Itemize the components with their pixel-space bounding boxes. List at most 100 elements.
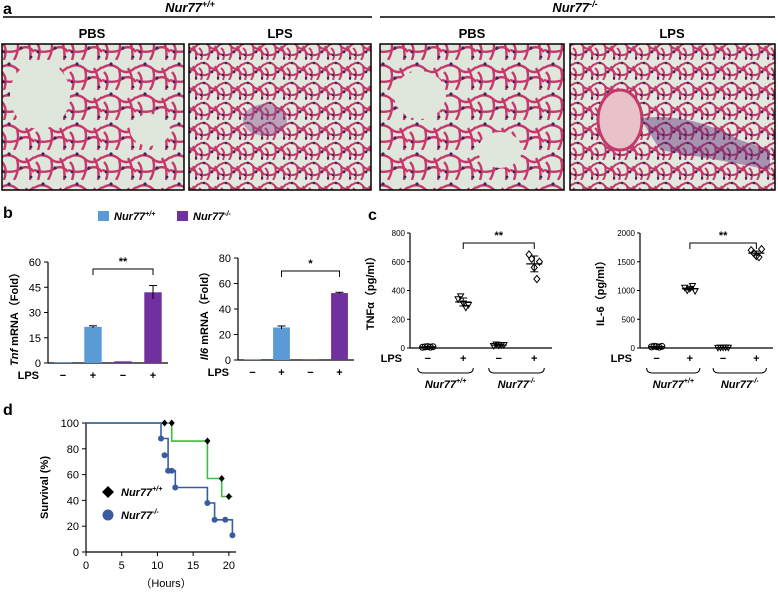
lps-sign: − <box>720 353 726 365</box>
legend-marker <box>102 486 114 498</box>
y-tick-label: 60 <box>219 279 231 291</box>
data-point <box>757 244 766 254</box>
group-bracket <box>488 367 545 374</box>
censor-marker <box>161 419 168 427</box>
legend-label-ko: Nur77-/- <box>193 211 231 223</box>
legend-marker <box>102 509 114 521</box>
lps-sign: + <box>753 353 759 365</box>
histology-image-wt-lps <box>188 43 372 191</box>
histology-image-wt-pbs <box>1 43 185 191</box>
x-tick-label: 0 <box>83 560 89 572</box>
bar <box>84 326 102 363</box>
y-tick-label: 400 <box>392 287 406 296</box>
bar <box>302 359 319 360</box>
panel-b-letter: b <box>3 205 13 222</box>
genotype-wt-label: Nur77+/+ <box>165 0 216 15</box>
image-4-label: LPS <box>659 26 685 41</box>
censor-marker <box>168 467 175 474</box>
significance-bracket <box>689 242 757 249</box>
y-tick-label: 0 <box>225 355 231 367</box>
y-tick-label: 0 <box>73 547 79 559</box>
x-tick-label: 20 <box>223 560 235 572</box>
lps-row-label: LPS <box>381 353 402 365</box>
image-1-label: PBS <box>79 26 106 41</box>
data-point <box>456 293 465 301</box>
y-tick-label: 20 <box>219 330 231 342</box>
censor-marker <box>218 474 225 482</box>
y-tick-label: 20 <box>67 521 79 533</box>
chart-tnf-mrna: 0 15 30 45 60 Tnf mRNA（Fold） − + − + LPS ** <box>8 256 168 382</box>
lps-sign: − <box>249 367 255 379</box>
significance-bracket <box>92 268 154 275</box>
significance-bracket <box>281 270 340 277</box>
group-bracket <box>646 367 701 374</box>
y-tick-label: 2000 <box>617 229 635 238</box>
y-tick-label: 80 <box>219 253 231 265</box>
data-point <box>533 274 541 284</box>
legend-label: Nur77+/+ <box>121 486 162 499</box>
y-axis-label: Survival (%) <box>39 456 51 519</box>
censor-marker <box>158 435 164 442</box>
chart-tnfa-elisa: 0 200 400 600 800 TNFα（pg/ml） − + − + LPS ** Nur77+/… <box>364 229 552 391</box>
data-point <box>462 304 470 312</box>
censor-marker <box>161 452 168 459</box>
y-tick-label: 1000 <box>617 287 635 296</box>
significance-bracket <box>462 242 535 249</box>
genotype-ko-label: Nur77-/- <box>552 0 597 15</box>
lps-sign: − <box>653 353 659 365</box>
y-tick-label: 40 <box>67 495 79 507</box>
y-tick-label: 100 <box>61 418 79 430</box>
data-point <box>535 257 544 267</box>
censor-marker <box>168 419 175 427</box>
censor-marker <box>225 493 232 501</box>
histology-image-ko-pbs <box>379 43 565 191</box>
y-tick-label: 200 <box>392 315 406 324</box>
y-tick-label: 0 <box>35 358 41 370</box>
image-3-label: PBS <box>459 26 486 41</box>
lps-row-label: LPS <box>611 353 632 365</box>
group-bracket <box>712 367 767 374</box>
y-tick-label: 500 <box>622 315 636 324</box>
data-point <box>454 296 462 304</box>
legend-label-wt: Nur77+/+ <box>114 211 155 223</box>
significance-label: ** <box>494 230 503 242</box>
y-axis-label: TNFα（pg/ml） <box>364 251 377 330</box>
censor-marker <box>211 516 218 523</box>
y-axis-label: Tnf mRNA（Fold） <box>8 267 21 366</box>
y-axis-label: IL-6（pg/ml） <box>594 255 607 326</box>
chart-il6-elisa: 0 500 1000 1500 2000 IL-6（pg/ml） − + − + LPS ** Nur7… <box>594 229 773 391</box>
group-label: Nur77+/+ <box>425 378 466 391</box>
group-label: Nur77-/- <box>721 378 759 391</box>
lps-sign: − <box>60 370 66 382</box>
bar <box>144 292 162 363</box>
bar <box>244 359 261 360</box>
lps-sign: − <box>496 353 502 365</box>
y-tick-label: 30 <box>29 308 41 320</box>
y-tick-label: 80 <box>67 444 79 456</box>
y-tick-label: 0 <box>631 344 636 353</box>
y-tick-label: 1500 <box>617 258 635 267</box>
lps-sign: − <box>425 353 431 365</box>
censor-marker <box>172 484 179 491</box>
histology-image-ko-lps <box>569 43 776 191</box>
chart-il6-mrna: 0 20 40 60 80 Il6 mRNA（Fold） − + − + LPS * <box>198 253 354 379</box>
y-tick-label: 15 <box>29 333 41 345</box>
lps-sign: + <box>460 353 466 365</box>
bar <box>273 327 290 360</box>
lps-sign: − <box>307 367 313 379</box>
significance-label: ** <box>119 256 128 268</box>
group-label: Nur77-/- <box>498 378 536 391</box>
group-label: Nur77+/+ <box>653 378 694 391</box>
lps-sign: − <box>120 370 126 382</box>
significance-label: * <box>308 258 313 270</box>
lps-sign: + <box>687 353 693 365</box>
lps-sign: + <box>336 367 342 379</box>
y-tick-label: 60 <box>67 470 79 482</box>
legend-swatch-ko <box>177 211 188 221</box>
legend-label: Nur77-/- <box>121 509 159 522</box>
data-point <box>755 252 763 262</box>
lps-row-label: LPS <box>18 370 39 382</box>
legend-swatch-wt <box>98 211 109 221</box>
lps-row-label: LPS <box>208 367 229 379</box>
